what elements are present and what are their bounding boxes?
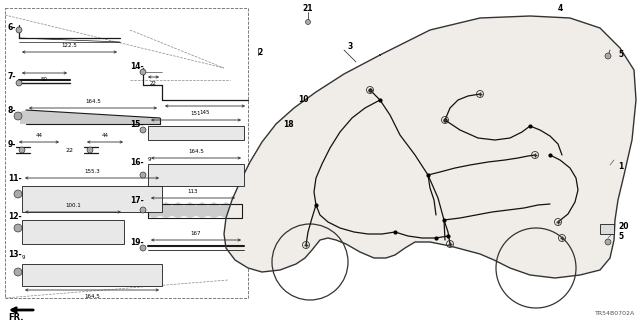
Text: 164.5: 164.5 xyxy=(188,149,204,154)
Polygon shape xyxy=(224,16,636,278)
Text: 11-: 11- xyxy=(8,174,22,183)
Circle shape xyxy=(87,147,93,153)
Text: 19-: 19- xyxy=(130,238,143,247)
Text: 145: 145 xyxy=(200,110,211,115)
Bar xyxy=(148,164,244,186)
Text: 13-: 13- xyxy=(8,250,22,259)
Bar xyxy=(148,126,244,140)
Text: 122.5: 122.5 xyxy=(61,43,77,48)
Text: 9: 9 xyxy=(148,157,152,162)
Text: 21: 21 xyxy=(303,4,313,13)
Text: 7-: 7- xyxy=(8,72,17,81)
Circle shape xyxy=(19,147,25,153)
Bar xyxy=(600,224,614,234)
Circle shape xyxy=(14,224,22,232)
Text: 1: 1 xyxy=(618,162,623,171)
Text: 4: 4 xyxy=(557,4,563,13)
Text: 100.1: 100.1 xyxy=(65,203,81,208)
Text: 10: 10 xyxy=(298,95,308,104)
Circle shape xyxy=(140,127,146,133)
Text: 151: 151 xyxy=(191,111,201,116)
Text: 155.3: 155.3 xyxy=(84,169,100,174)
Polygon shape xyxy=(148,202,238,218)
Text: TR54B0702A: TR54B0702A xyxy=(595,311,635,316)
Circle shape xyxy=(14,190,22,198)
Circle shape xyxy=(16,80,22,86)
Text: 2: 2 xyxy=(257,48,262,57)
Text: 20: 20 xyxy=(618,222,628,231)
Text: 17-: 17- xyxy=(130,196,144,205)
Circle shape xyxy=(14,112,22,120)
Text: 18: 18 xyxy=(283,120,294,129)
Text: 164.5: 164.5 xyxy=(85,99,101,104)
Text: 14-: 14- xyxy=(130,62,143,71)
Text: 16-: 16- xyxy=(130,158,143,167)
Circle shape xyxy=(16,27,22,33)
Bar xyxy=(5,8,248,298)
Circle shape xyxy=(605,239,611,245)
Circle shape xyxy=(14,268,22,276)
Text: 164.5: 164.5 xyxy=(84,294,100,299)
Circle shape xyxy=(140,245,146,251)
Bar xyxy=(22,220,124,244)
Text: 44: 44 xyxy=(35,133,42,138)
Bar xyxy=(22,264,162,286)
Circle shape xyxy=(140,69,146,75)
Text: 6-: 6- xyxy=(8,23,17,32)
Text: 22: 22 xyxy=(150,81,157,86)
Text: 15-: 15- xyxy=(130,120,143,129)
Circle shape xyxy=(140,207,146,213)
Bar xyxy=(22,186,162,212)
Text: 9: 9 xyxy=(22,255,26,260)
Text: 9-: 9- xyxy=(8,140,17,149)
Polygon shape xyxy=(20,110,160,124)
Text: 5: 5 xyxy=(618,232,623,241)
Text: 50: 50 xyxy=(41,77,48,82)
Text: 3: 3 xyxy=(348,42,353,51)
Circle shape xyxy=(140,172,146,178)
Text: 167: 167 xyxy=(191,231,201,236)
Text: 5: 5 xyxy=(618,50,623,59)
Text: 113: 113 xyxy=(188,189,198,194)
Text: 8-: 8- xyxy=(8,106,17,115)
Text: 44: 44 xyxy=(102,133,109,138)
Circle shape xyxy=(605,53,611,59)
Text: 22: 22 xyxy=(66,148,74,153)
Text: 12-: 12- xyxy=(8,212,22,221)
Circle shape xyxy=(305,20,310,25)
Text: FR.: FR. xyxy=(8,313,24,320)
